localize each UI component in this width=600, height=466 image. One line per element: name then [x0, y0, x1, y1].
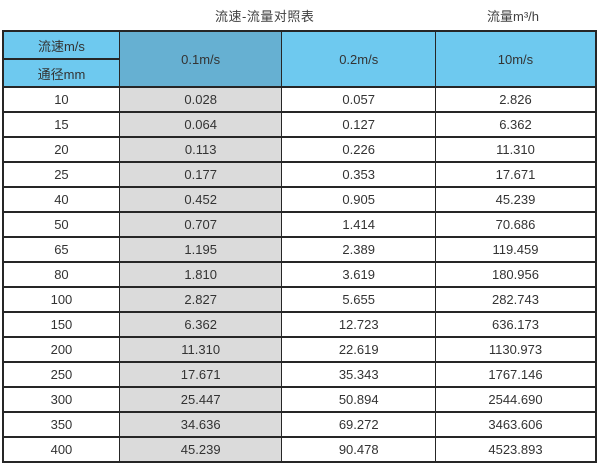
flow-value-cell: 11.310: [118, 336, 283, 363]
flow-value-cell: 50.894: [281, 386, 436, 413]
flow-value-cell: 2.826: [434, 86, 597, 113]
flow-value-cell: 1130.973: [434, 336, 597, 363]
diameter-cell: 250: [2, 361, 120, 388]
table-row: 150 6.362 12.723 636.173: [2, 311, 597, 338]
flow-value-cell: 0.064: [118, 111, 283, 138]
flow-value-cell: 34.636: [118, 411, 283, 438]
flow-value-cell: 1.195: [118, 236, 283, 263]
flow-value-cell: 6.362: [434, 111, 597, 138]
table-header: 流速m/s 0.1m/s 0.2m/s 10m/s 通径mm: [2, 30, 597, 88]
flow-value-cell: 180.956: [434, 261, 597, 288]
flow-value-cell: 636.173: [434, 311, 597, 338]
diameter-cell: 15: [2, 111, 120, 138]
flow-value-cell: 45.239: [118, 436, 283, 463]
page-title: 流速-流量对照表: [215, 9, 315, 24]
flow-unit-label: 流量m³/h: [487, 9, 540, 24]
flow-value-cell: 0.057: [281, 86, 436, 113]
diameter-cell: 20: [2, 136, 120, 163]
flow-value-cell: 3463.606: [434, 411, 597, 438]
flow-value-cell: 5.655: [281, 286, 436, 313]
flow-value-cell: 17.671: [434, 161, 597, 188]
flow-value-cell: 0.905: [281, 186, 436, 213]
table-row: 250 17.671 35.343 1767.146: [2, 361, 597, 388]
table-row: 200 11.310 22.619 1130.973: [2, 336, 597, 363]
table-row: 65 1.195 2.389 119.459: [2, 236, 597, 263]
flow-value-cell: 0.452: [118, 186, 283, 213]
table-row: 40 0.452 0.905 45.239: [2, 186, 597, 213]
flow-value-cell: 90.478: [281, 436, 436, 463]
diameter-cell: 200: [2, 336, 120, 363]
diameter-cell: 150: [2, 311, 120, 338]
header-velocity-label: 流速m/s: [2, 30, 120, 60]
flow-value-cell: 35.343: [281, 361, 436, 388]
table-row: 25 0.177 0.353 17.671: [2, 161, 597, 188]
header-diameter-label: 通径mm: [2, 58, 120, 88]
diameter-cell: 100: [2, 286, 120, 313]
table-row: 20 0.113 0.226 11.310: [2, 136, 597, 163]
flow-value-cell: 1.414: [281, 211, 436, 238]
header-col-0p2ms: 0.2m/s: [281, 30, 436, 88]
flow-value-cell: 4523.893: [434, 436, 597, 463]
flow-value-cell: 69.272: [281, 411, 436, 438]
diameter-cell: 65: [2, 236, 120, 263]
table-row: 300 25.447 50.894 2544.690: [2, 386, 597, 413]
diameter-cell: 80: [2, 261, 120, 288]
flow-rate-table: 流速m/s 0.1m/s 0.2m/s 10m/s 通径mm 10 0.028 0.…: [2, 30, 597, 463]
table-row: 100 2.827 5.655 282.743: [2, 286, 597, 313]
flow-value-cell: 2.389: [281, 236, 436, 263]
table-row: 80 1.810 3.619 180.956: [2, 261, 597, 288]
flow-value-cell: 12.723: [281, 311, 436, 338]
flow-value-cell: 25.447: [118, 386, 283, 413]
flow-value-cell: 0.226: [281, 136, 436, 163]
flow-value-cell: 70.686: [434, 211, 597, 238]
flow-value-cell: 1767.146: [434, 361, 597, 388]
diameter-cell: 40: [2, 186, 120, 213]
flow-value-cell: 282.743: [434, 286, 597, 313]
table-row: 350 34.636 69.272 3463.606: [2, 411, 597, 438]
table-body: 10 0.028 0.057 2.826 15 0.064 0.127 6.362 20 0.11…: [2, 86, 597, 463]
diameter-cell: 400: [2, 436, 120, 463]
flow-value-cell: 2.827: [118, 286, 283, 313]
diameter-cell: 10: [2, 86, 120, 113]
flow-value-cell: 17.671: [118, 361, 283, 388]
table-row: 50 0.707 1.414 70.686: [2, 211, 597, 238]
flow-value-cell: 3.619: [281, 261, 436, 288]
flow-value-cell: 0.127: [281, 111, 436, 138]
diameter-cell: 25: [2, 161, 120, 188]
flow-value-cell: 0.177: [118, 161, 283, 188]
header-col-0p1ms: 0.1m/s: [118, 30, 283, 88]
flow-value-cell: 0.353: [281, 161, 436, 188]
flow-value-cell: 1.810: [118, 261, 283, 288]
table-row: 10 0.028 0.057 2.826: [2, 86, 597, 113]
diameter-cell: 350: [2, 411, 120, 438]
table-row: 15 0.064 0.127 6.362: [2, 111, 597, 138]
flow-value-cell: 0.707: [118, 211, 283, 238]
flow-value-cell: 11.310: [434, 136, 597, 163]
flow-value-cell: 6.362: [118, 311, 283, 338]
diameter-cell: 300: [2, 386, 120, 413]
flow-value-cell: 0.113: [118, 136, 283, 163]
flow-value-cell: 2544.690: [434, 386, 597, 413]
flow-value-cell: 119.459: [434, 236, 597, 263]
flow-value-cell: 45.239: [434, 186, 597, 213]
flow-value-cell: 22.619: [281, 336, 436, 363]
header-col-10ms: 10m/s: [434, 30, 597, 88]
diameter-cell: 50: [2, 211, 120, 238]
flow-value-cell: 0.028: [118, 86, 283, 113]
table-row: 400 45.239 90.478 4523.893: [2, 436, 597, 463]
